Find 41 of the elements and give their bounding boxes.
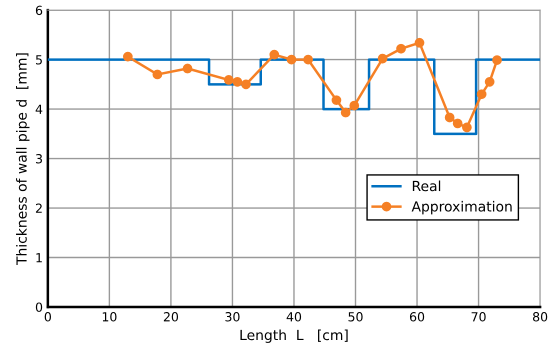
point xyxy=(492,55,502,65)
y-tick-label: 6 xyxy=(36,6,42,16)
y-tick-label: 3 xyxy=(36,154,42,164)
point xyxy=(152,70,162,80)
point xyxy=(303,54,313,64)
point xyxy=(396,44,406,54)
x-axis-title: Length L [cm] xyxy=(240,329,348,343)
point xyxy=(286,54,296,64)
point xyxy=(444,112,455,122)
point xyxy=(452,118,463,128)
x-tick-label: 20 xyxy=(164,312,178,322)
y-axis-title: Thickness of wall pipe d [mm] xyxy=(16,53,30,266)
point xyxy=(122,52,133,62)
x-tick-label: 80 xyxy=(532,312,548,322)
point xyxy=(484,77,495,87)
legend-label: Approximation xyxy=(412,200,512,214)
point xyxy=(269,50,280,60)
point xyxy=(349,100,360,110)
point xyxy=(232,77,242,87)
x-tick-label: 10 xyxy=(102,312,117,322)
point xyxy=(414,38,424,48)
y-tick-label: 2 xyxy=(36,204,42,213)
y-tick-label: 0 xyxy=(36,302,42,312)
x-tick-label: 40 xyxy=(286,312,302,322)
x-tick-label: 60 xyxy=(410,312,424,322)
x-tick-label: 70 xyxy=(472,312,486,322)
y-tick-label: 5 xyxy=(36,55,42,65)
point xyxy=(332,95,342,106)
legend-label: Real xyxy=(412,180,440,192)
x-tick-label: 30 xyxy=(225,312,240,322)
point xyxy=(182,64,192,74)
y-tick-label: 4 xyxy=(36,104,42,114)
point xyxy=(224,75,234,85)
point xyxy=(378,54,388,64)
point xyxy=(462,122,472,132)
point xyxy=(476,89,487,100)
point xyxy=(241,79,251,90)
x-tick-label: 0 xyxy=(44,312,51,322)
point xyxy=(340,108,351,118)
y-tick-label: 1 xyxy=(36,253,42,262)
x-tick-label: 50 xyxy=(348,312,363,322)
